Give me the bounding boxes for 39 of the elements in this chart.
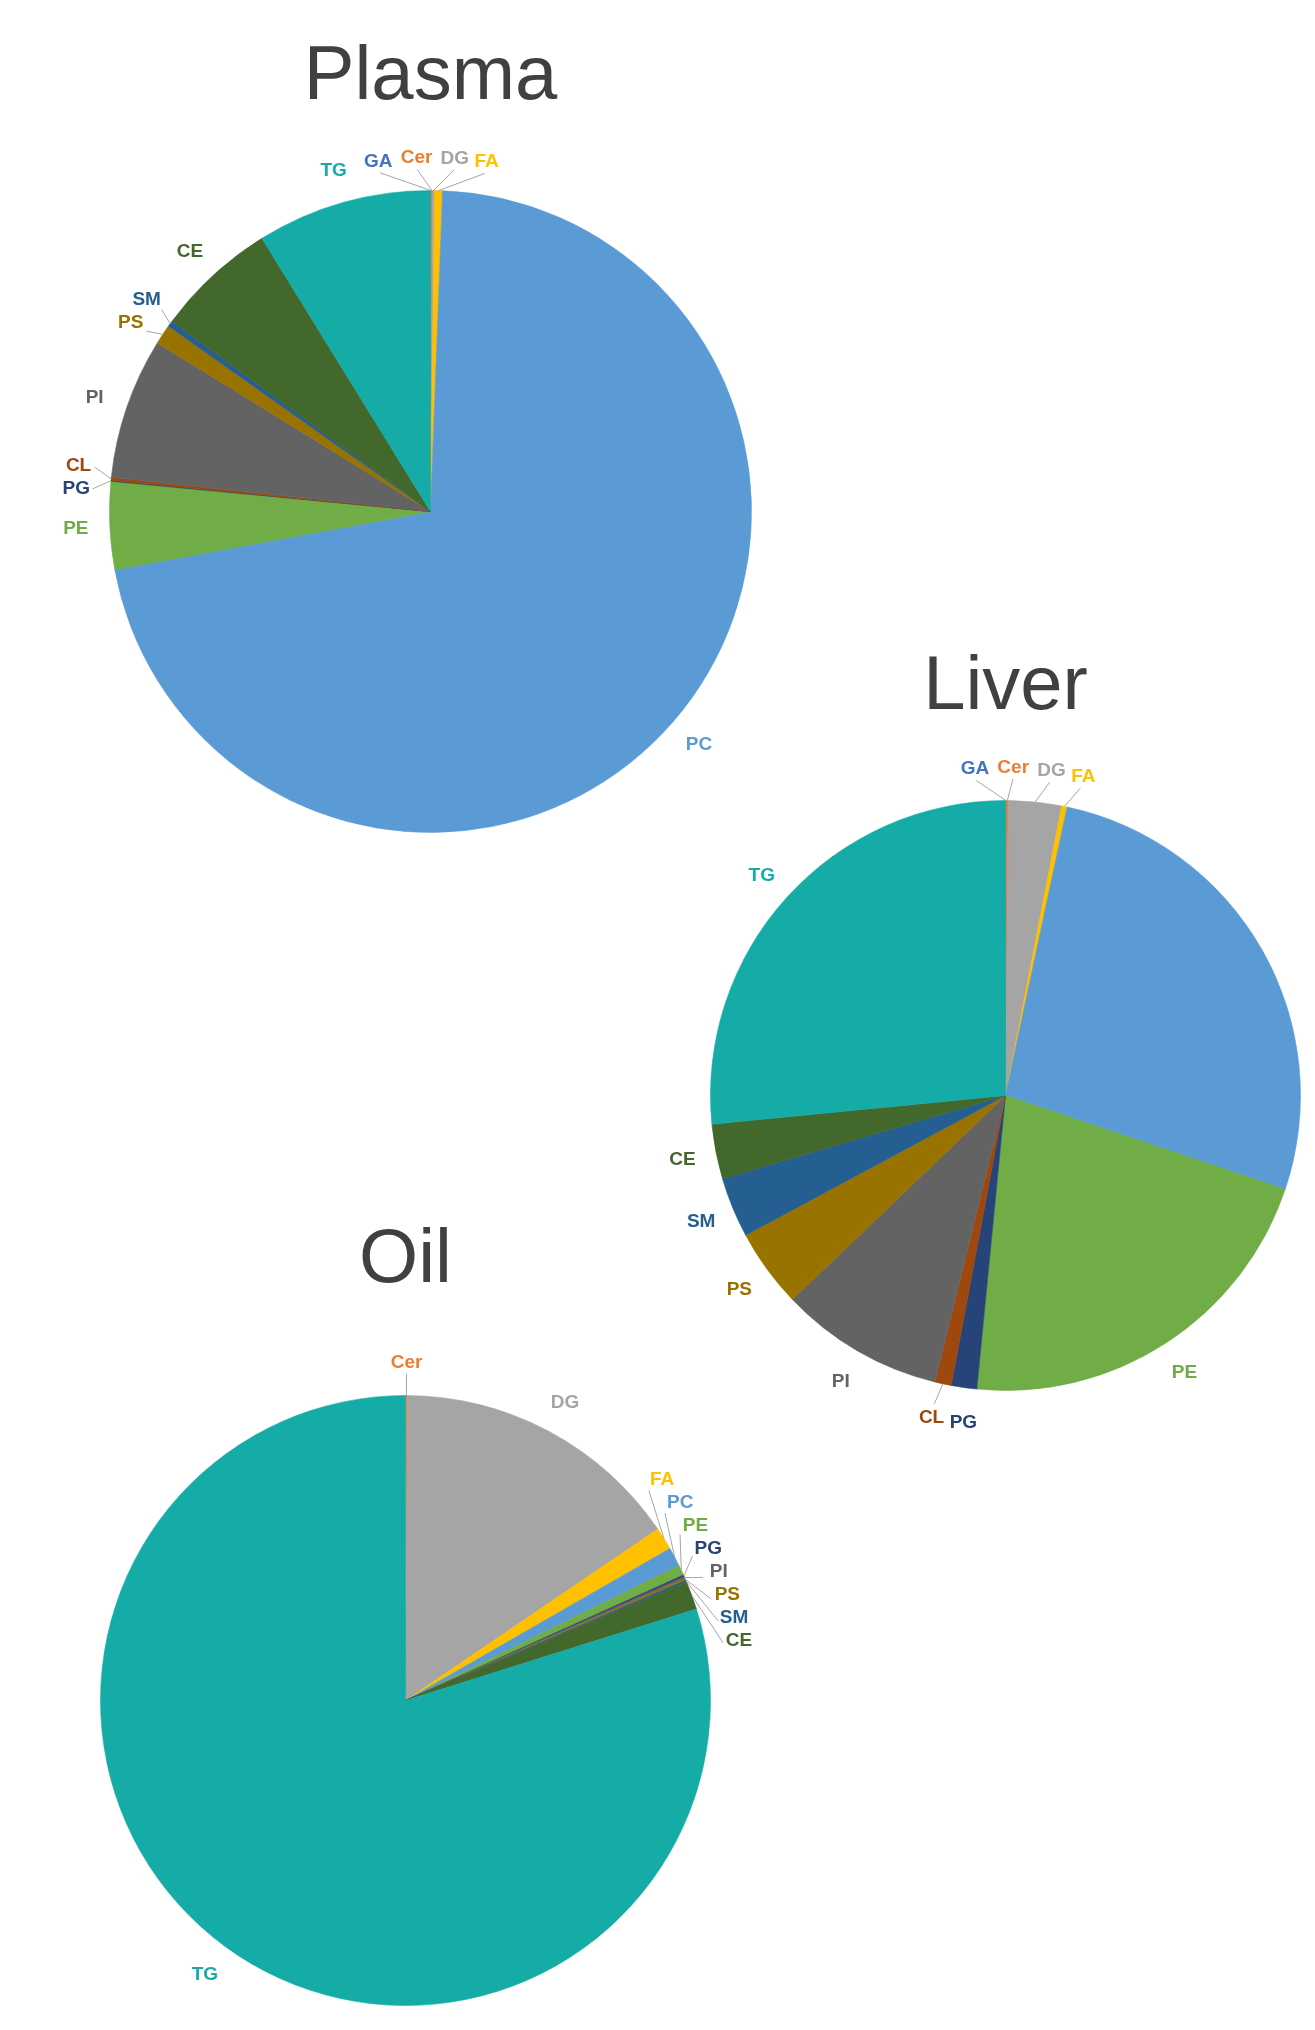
slice-label: PI bbox=[831, 1369, 850, 1391]
slice-label: PS bbox=[714, 1583, 741, 1605]
slice-label: FA bbox=[474, 150, 500, 172]
slice-label: GA bbox=[960, 757, 990, 779]
slice-label: PG bbox=[62, 477, 91, 499]
slice-label: CE bbox=[669, 1147, 696, 1169]
slice-label: DG bbox=[440, 146, 470, 168]
slice-label: TG bbox=[191, 1963, 219, 1985]
slice-label: Cer bbox=[390, 1351, 424, 1372]
slice-label: PE bbox=[682, 1514, 709, 1536]
slice-label: CE bbox=[176, 239, 204, 261]
slice-label: DG bbox=[1037, 759, 1066, 781]
slice-label: Cer bbox=[997, 756, 1030, 778]
slice-label: PC bbox=[685, 733, 713, 755]
slice-label: TG bbox=[320, 159, 347, 181]
slice-label: FA bbox=[1071, 765, 1096, 787]
chart-title: Plasma bbox=[303, 30, 558, 115]
slice-label: SM bbox=[719, 1606, 749, 1628]
slice-label: PG bbox=[694, 1537, 722, 1559]
slice-label: DG bbox=[550, 1390, 580, 1412]
slice-label: CE bbox=[725, 1629, 753, 1651]
slice-label: PS bbox=[118, 310, 144, 332]
slice-label: CL bbox=[918, 1405, 945, 1427]
slice-label: PC bbox=[667, 1491, 694, 1513]
slice-label: FA bbox=[649, 1468, 675, 1490]
slice-label: PE bbox=[1171, 1361, 1198, 1383]
slice-label: Cer bbox=[400, 146, 434, 168]
chart-title: Oil bbox=[359, 1213, 452, 1298]
slice-label: PI bbox=[85, 386, 104, 408]
slice-label: SM bbox=[132, 287, 161, 309]
slice-label: CL bbox=[65, 454, 92, 476]
slice-label: PG bbox=[949, 1411, 978, 1433]
chart-title: Liver bbox=[923, 640, 1088, 725]
slice-label: PI bbox=[709, 1560, 728, 1582]
slice-label: PS bbox=[726, 1278, 753, 1300]
slice-label: SM bbox=[686, 1209, 716, 1231]
slice-label: PE bbox=[63, 516, 89, 538]
slice-label: TG bbox=[748, 863, 776, 885]
slice-label: GA bbox=[364, 149, 393, 171]
